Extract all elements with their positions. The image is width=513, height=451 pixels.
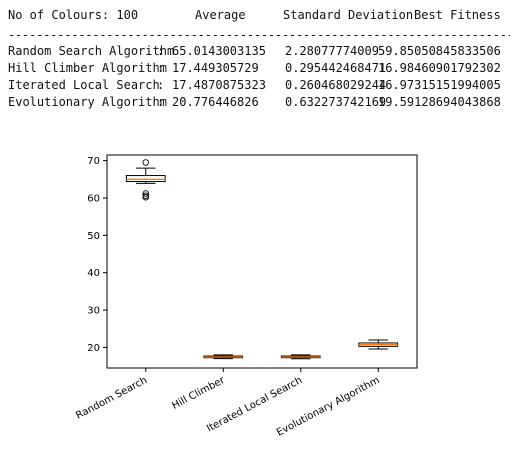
y-tick-label: 50 <box>87 231 100 242</box>
colours-label: No of Colours: 100 <box>8 8 139 22</box>
best-fitness-header: Best Fitness <box>414 8 501 22</box>
x-tick-label: Random Search <box>74 375 149 422</box>
box <box>125 175 166 183</box>
boxes-layer <box>125 159 399 360</box>
row-best: 16.98460901792302 <box>378 61 501 75</box>
row-std: 0.632273742169 <box>285 95 387 109</box>
y-tick-label: 40 <box>87 268 100 279</box>
row-average: 20.776446826 <box>172 95 259 109</box>
row-best: 59.85050845833506 <box>378 44 501 58</box>
row-best: 16.97315151994005 <box>378 78 501 92</box>
row-std: 2.28077774009 <box>285 44 379 58</box>
std-header: Standard Deviation <box>283 8 414 22</box>
flier-point <box>142 190 149 197</box>
row-average: 17.4870875323 <box>172 78 266 92</box>
y-tick-label: 60 <box>87 193 100 204</box>
row-std: 0.260468029244 <box>285 78 387 92</box>
row-colon: : <box>157 61 165 75</box>
x-tick-label: Hill Climber <box>170 375 227 412</box>
stats-table: No of Colours: 100 Average Standard Devi… <box>0 0 513 118</box>
row-name: Hill Climber Algorithm <box>8 61 167 75</box>
row-std: 0.295442468471 <box>285 61 387 75</box>
average-header: Average <box>195 8 246 22</box>
row-average: 17.449305729 <box>172 61 259 75</box>
box-group <box>125 159 166 201</box>
flier-point <box>142 193 149 201</box>
y-tick-label: 20 <box>87 343 100 354</box>
separator-line: ----------------------------------------… <box>8 28 510 42</box>
row-colon: : <box>157 44 165 58</box>
flier-point <box>142 159 149 166</box>
box-group <box>280 354 321 360</box>
row-name: Iterated Local Search <box>8 78 160 92</box>
row-colon: : <box>157 78 165 92</box>
row-colon: : <box>157 95 165 109</box>
y-tick-label: 70 <box>87 156 100 167</box>
row-name: Evolutionary Algorithm <box>8 95 167 109</box>
row-best: 19.59128694043868 <box>378 95 501 109</box>
y-tick-label: 30 <box>87 306 100 317</box>
axes-frame <box>106 154 418 369</box>
row-name: Random Search Algorithm <box>8 44 175 58</box>
row-average: 65.0143003135 <box>172 44 266 58</box>
box-group <box>203 354 244 360</box>
box-group <box>358 339 399 350</box>
